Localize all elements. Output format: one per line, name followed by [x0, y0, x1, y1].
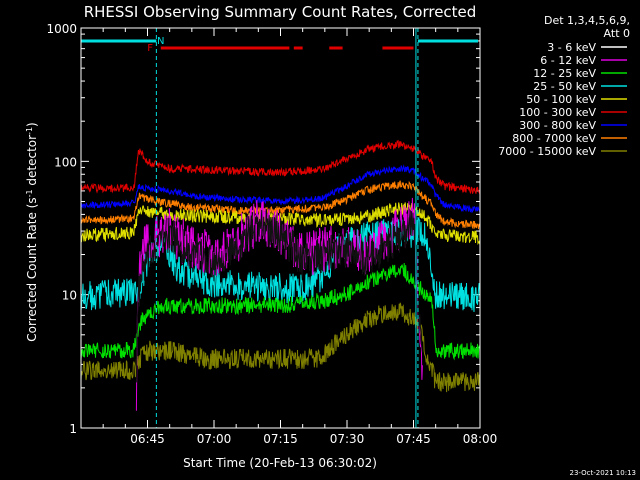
legend-title-detectors: Det 1,3,4,5,6,9, — [544, 14, 630, 27]
series-line-7 — [80, 180, 481, 230]
legend-label: 7000 - 15000 keV — [498, 145, 596, 158]
night-flag-label: N — [157, 36, 164, 47]
series-line-0 — [135, 209, 423, 383]
flare-flag-label: F — [147, 43, 153, 54]
series-line-4 — [81, 202, 481, 246]
legend-label: 3 - 6 keV — [547, 41, 596, 54]
series-layer — [80, 139, 481, 411]
series-line-8 — [80, 302, 481, 393]
legend-title-attenuator: Att 0 — [604, 27, 630, 40]
x-axis-label: Start Time (20-Feb-13 06:30:02) — [183, 456, 377, 470]
y-axis-label-mid: detector — [25, 135, 39, 190]
series-line-6 — [80, 164, 481, 214]
footer-date: 23-Oct-2021 10:13 — [570, 469, 636, 477]
y-tick-label: 1000 — [46, 22, 77, 36]
chart-title: RHESSI Observing Summary Count Rates, Co… — [84, 3, 477, 21]
y-axis-label-sup2: -1 — [25, 127, 34, 135]
series-line-5 — [80, 139, 481, 196]
x-tick-label: 07:30 — [330, 432, 365, 446]
x-tick-label: 06:45 — [130, 432, 165, 446]
x-tick-label: 07:00 — [197, 432, 232, 446]
x-tick-label: 08:00 — [463, 432, 498, 446]
x-tick-label: 07:15 — [263, 432, 298, 446]
y-axis-label: Corrected Count Rate (s-1 detector-1) — [25, 122, 40, 341]
legend-label: 100 - 300 keV — [519, 106, 596, 119]
overlay-layer: FN — [81, 28, 478, 428]
legend-label: 50 - 100 keV — [526, 93, 596, 106]
y-tick-label: 1 — [69, 422, 77, 436]
y-tick-label: 10 — [62, 289, 77, 303]
series-line-2 — [80, 262, 481, 361]
x-tick-label: 07:45 — [396, 432, 431, 446]
legend-label: 300 - 800 keV — [519, 119, 596, 132]
legend-label: 25 - 50 keV — [533, 80, 596, 93]
legend-label: 12 - 25 keV — [533, 67, 596, 80]
legend-label: 800 - 7000 keV — [512, 132, 596, 145]
y-tick-label: 100 — [54, 155, 77, 169]
y-axis-label-main: Corrected Count Rate (s — [25, 197, 39, 341]
y-axis-label-sup1: -1 — [25, 189, 34, 197]
y-axis-label-end: ) — [25, 122, 39, 127]
plot-frame — [80, 27, 481, 429]
legend-label: 6 - 12 keV — [540, 54, 596, 67]
